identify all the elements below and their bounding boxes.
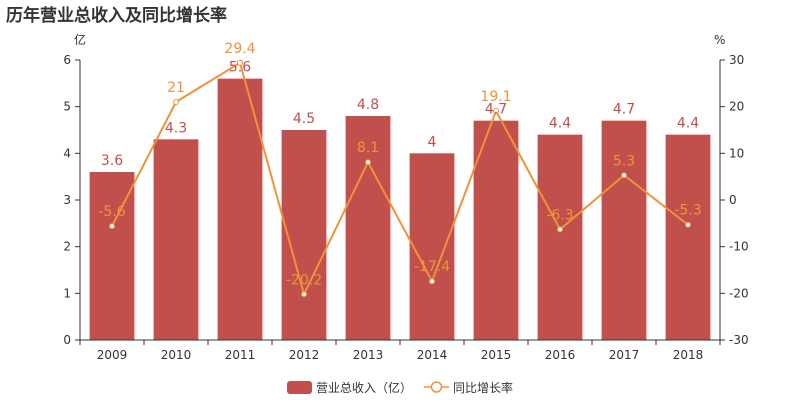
legend-line-marker-icon: [430, 381, 443, 393]
bar-2013: [345, 116, 391, 340]
bar-value-label-2010: 4.3: [165, 120, 187, 136]
bar-2015: [473, 120, 519, 341]
left-tick-label: 4: [63, 146, 71, 160]
growth-point-2011: [237, 59, 243, 66]
bar-value-label-2018: 4.4: [677, 116, 699, 132]
bar-value-label-2017: 4.7: [613, 102, 635, 118]
growth-point-2013: [365, 159, 371, 166]
x-tick-label-2016: 2016: [545, 348, 576, 362]
x-tick-label-2012: 2012: [289, 348, 320, 362]
bar-series: [89, 78, 711, 341]
left-tick-label: 1: [63, 286, 71, 300]
right-axis-unit: %: [714, 33, 725, 47]
x-tick-label-2013: 2013: [353, 348, 384, 362]
right-tick-label: 0: [729, 193, 737, 207]
growth-point-2016: [557, 226, 563, 233]
growth-value-label-2015: 19.1: [480, 89, 511, 105]
growth-line: [111, 61, 689, 298]
right-tick-label: 10: [729, 146, 744, 160]
x-tick-label-2015: 2015: [481, 348, 512, 362]
bar-2012: [281, 130, 327, 340]
left-tick-label: 2: [63, 240, 71, 254]
bar-2010: [153, 139, 199, 340]
growth-value-label-2013: 8.1: [357, 140, 379, 156]
left-tick-label: 6: [63, 53, 71, 67]
growth-value-label-2016: -6.3: [546, 207, 573, 223]
right-tick-label: -10: [729, 240, 749, 254]
x-tick-label-2010: 2010: [161, 348, 192, 362]
growth-value-label-2009: -5.6: [98, 204, 125, 220]
bar-value-label-2016: 4.4: [549, 116, 571, 132]
bar-value-label-2014: 4: [428, 134, 437, 150]
bar-value-label-2011: 5.6: [229, 60, 251, 76]
bar-2014: [409, 153, 455, 340]
growth-point-2009: [109, 223, 115, 230]
legend-line-label: 同比增长率: [453, 380, 513, 395]
legend-bar-swatch: [287, 381, 312, 394]
bar-value-label-2013: 4.8: [357, 97, 379, 113]
growth-point-2014: [429, 278, 435, 285]
x-tick-label-2009: 2009: [97, 348, 128, 362]
legend: 营业总收入（亿） 同比增长率: [287, 380, 513, 395]
right-tick-label: 30: [729, 53, 744, 67]
growth-point-2018: [685, 221, 691, 228]
growth-value-label-2012: -20.2: [286, 272, 322, 288]
bar-2018: [665, 134, 711, 340]
growth-value-label-2011: 29.4: [224, 41, 255, 57]
bar-value-label-2012: 4.5: [293, 111, 315, 127]
left-axis-unit: 亿: [74, 32, 86, 47]
x-tick-label-2017: 2017: [609, 348, 640, 362]
growth-value-label-2010: 21: [167, 80, 185, 96]
bar-2009: [89, 172, 135, 340]
growth-point-2010: [173, 99, 179, 105]
legend-bar-label: 营业总收入（亿）: [316, 380, 412, 395]
right-tick-label: 20: [729, 100, 744, 114]
growth-value-label-2014: -17.4: [414, 259, 450, 275]
bar-2017: [601, 120, 647, 341]
growth-point-2015: [493, 107, 499, 114]
right-tick-label: -20: [729, 286, 749, 300]
line-series: [109, 59, 691, 298]
growth-value-label-2018: -5.3: [674, 203, 701, 219]
chart-title: 历年营业总收入及同比增长率: [6, 5, 227, 26]
bar-value-label-2009: 3.6: [101, 153, 123, 169]
data-labels: 3.6 4.3 5.6 4.5 4.8 4 4.7 4.4 4.7 4.4 -5.6 21 29.4 -2…: [98, 41, 701, 288]
bar-2016: [537, 134, 583, 340]
growth-value-label-2017: 5.3: [613, 153, 635, 169]
x-tick-label-2018: 2018: [673, 348, 704, 362]
bar-value-label-2015: 4.7: [485, 102, 507, 118]
right-tick-label: -30: [729, 333, 749, 347]
left-tick-label: 5: [63, 100, 71, 114]
growth-point-2012: [301, 291, 307, 298]
left-tick-label: 0: [63, 333, 71, 347]
left-tick-label: 3: [63, 193, 71, 207]
x-tick-label-2014: 2014: [417, 348, 448, 362]
bar-2011: [217, 78, 263, 341]
growth-point-2017: [621, 172, 627, 179]
axes: 0 1 2 3 4 5 6 -30 -20 -10 0 10 20 30 2009 2010 2011 2012 2…: [63, 53, 748, 362]
x-tick-label-2011: 2011: [225, 348, 256, 362]
